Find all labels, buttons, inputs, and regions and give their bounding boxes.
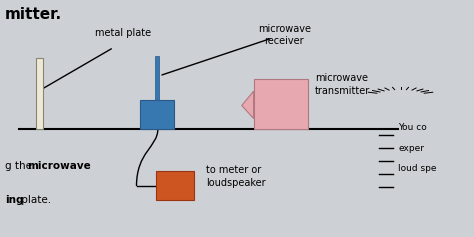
Polygon shape (242, 91, 254, 118)
Text: metal plate: metal plate (95, 28, 151, 38)
Text: microwave
receiver: microwave receiver (258, 24, 311, 46)
Bar (36, 58, 43, 129)
Bar (254, 79, 308, 129)
Text: mitter.: mitter. (5, 7, 62, 22)
Text: You co: You co (398, 123, 427, 132)
Bar (140, 100, 174, 129)
Bar (155, 56, 159, 100)
Text: ing: ing (5, 195, 23, 205)
Text: to meter or
loudspeaker: to meter or loudspeaker (206, 165, 266, 188)
Text: exper: exper (398, 144, 424, 153)
Bar (156, 171, 194, 200)
Text: g the: g the (5, 161, 35, 171)
Text: microwave
transmitter: microwave transmitter (315, 73, 371, 96)
Text: plate.: plate. (18, 195, 51, 205)
Text: loud spe: loud spe (398, 164, 437, 173)
Text: microwave: microwave (27, 161, 91, 171)
